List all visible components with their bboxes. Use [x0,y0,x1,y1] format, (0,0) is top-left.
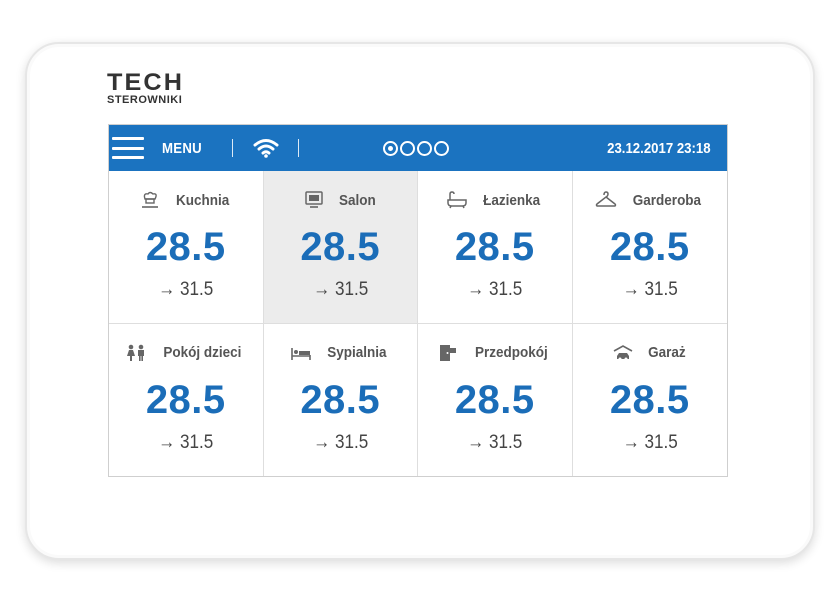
zone-temperature: 28.5 [609,377,690,422]
zone-name: Garderoba [632,191,701,209]
zone-tile-lazienka[interactable]: Łazienka 28.5 → 31.5 [418,171,573,324]
children-icon [125,344,147,362]
menu-label: MENU [162,139,202,157]
zone-name: Salon [338,191,376,209]
menu-button[interactable]: MENU [112,125,207,171]
kitchen-icon [139,191,161,209]
zone-target-temperature: → 31.5 [158,431,214,453]
hanger-icon [595,191,617,209]
top-bar: MENU 23.12.2017 23:18 [109,125,727,171]
zone-tile-kuchnia[interactable]: Kuchnia 28.5 → 31.5 [109,171,264,324]
door-icon [437,344,459,362]
zone-target-temperature: → 31.5 [622,431,678,453]
brand-logo: TECH STEROWNIKI [107,71,183,107]
zone-temperature: 28.5 [454,225,535,269]
brand-subtitle: STEROWNIKI [107,94,183,106]
zone-target-temperature: → 31.5 [622,279,678,300]
hamburger-icon [112,137,144,159]
wifi-icon[interactable] [253,138,279,158]
zone-name: Przedpokój [475,344,549,361]
divider [298,139,300,157]
page-dot-4[interactable] [434,140,450,156]
zone-temperature: 28.5 [300,377,381,422]
zone-target-temperature: → 31.5 [467,279,523,300]
zone-temperature: 28.5 [145,225,226,269]
zone-tile-sypialnia[interactable]: Sypialnia 28.5 → 31.5 [264,323,418,476]
zone-target-temperature: → 31.5 [312,431,368,453]
zone-name: Łazienka [483,191,541,209]
zone-target-temperature: → 31.5 [158,279,214,300]
zone-temperature: 28.5 [454,377,535,422]
zone-tile-pokoj-dzieci[interactable]: Pokój dzieci 28.5 → 31.5 [109,323,264,476]
zone-name: Sypialnia [327,344,387,361]
zone-temperature: 28.5 [145,377,226,422]
datetime: 23.12.2017 23:18 [607,139,711,157]
zone-temperature: 28.5 [609,225,690,269]
zones-grid: Kuchnia 28.5 → 31.5 Salon 28.5 → 31.5 Ła… [109,171,727,476]
zone-temperature: 28.5 [300,225,381,269]
zone-tile-przedpokoj[interactable]: Przedpokój 28.5 → 31.5 [418,323,573,476]
page-indicator [383,140,450,156]
brand-name: TECH [107,69,185,96]
page-dot-1[interactable] [383,140,399,156]
car-icon [612,344,634,362]
zone-target-temperature: → 31.5 [312,279,368,300]
touch-screen: MENU 23.12.2017 23:18 [108,124,728,477]
divider [232,139,234,157]
zone-tile-garaz[interactable]: Garaż 28.5 → 31.5 [573,324,728,477]
zone-tile-salon[interactable]: Salon 28.5 → 31.5 [263,171,418,324]
page-dot-2[interactable] [400,140,416,156]
bed-icon [290,344,312,362]
zone-name: Garaż [647,344,686,361]
zone-name: Kuchnia [176,191,230,209]
zone-target-temperature: → 31.5 [467,431,523,453]
zone-tile-garderoba[interactable]: Garderoba 28.5 → 31.5 [572,171,727,324]
tv-icon [303,191,325,209]
zone-name: Pokój dzieci [163,344,242,361]
bathtub-icon [446,191,468,209]
page-dot-3[interactable] [417,140,433,156]
